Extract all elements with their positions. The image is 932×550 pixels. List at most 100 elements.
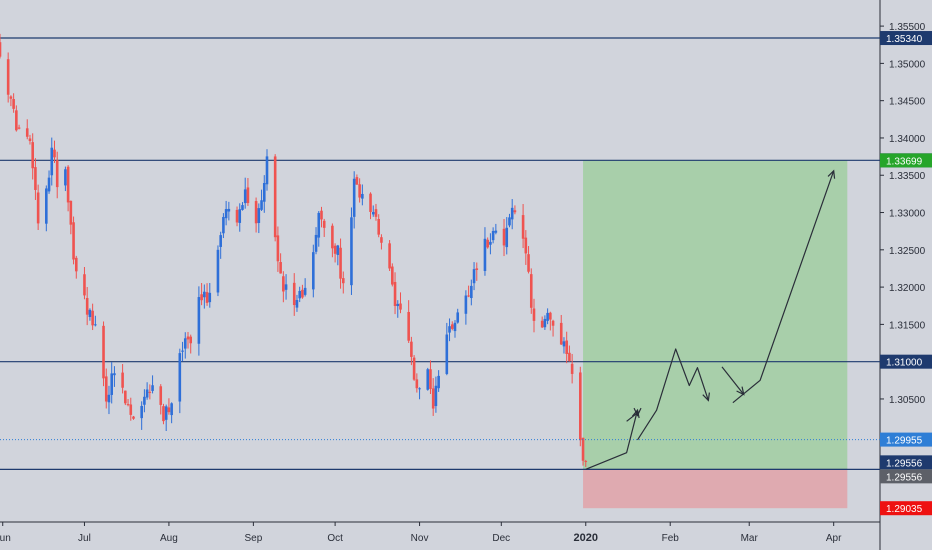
candle-body xyxy=(282,276,285,292)
take-profit-zone[interactable] xyxy=(583,160,848,470)
candle xyxy=(36,184,40,230)
candle xyxy=(303,278,307,297)
candle xyxy=(66,165,70,212)
candle xyxy=(167,398,171,415)
price-label[interactable]: 1.35340 xyxy=(880,31,932,46)
horizontal-levels xyxy=(0,37,880,470)
candle-body xyxy=(570,363,574,374)
candle xyxy=(331,223,334,258)
candle xyxy=(145,382,149,400)
candle-body xyxy=(200,294,203,301)
price-label[interactable]: 1.29556 xyxy=(880,455,932,470)
candle-body xyxy=(121,372,124,388)
candle xyxy=(183,332,187,359)
candle xyxy=(581,437,585,466)
projection-arrowhead xyxy=(633,407,642,417)
price-label-background xyxy=(880,501,932,516)
candle-body xyxy=(320,210,323,220)
candle-body xyxy=(235,209,239,223)
price-label[interactable]: 1.29955 xyxy=(880,432,932,447)
candle-body xyxy=(396,303,400,307)
time-tick-label: Sep xyxy=(244,533,262,544)
candle xyxy=(235,206,239,227)
candle xyxy=(143,389,146,413)
candle-body xyxy=(562,341,566,347)
candle xyxy=(486,237,489,249)
price-label[interactable]: 1.29556 xyxy=(880,469,932,484)
candle xyxy=(83,266,86,300)
candle-body xyxy=(279,262,282,274)
price-label[interactable]: 1.33699 xyxy=(880,153,932,168)
candle-body xyxy=(464,295,468,314)
candle xyxy=(562,337,566,354)
candle xyxy=(391,263,394,287)
candle-body xyxy=(470,285,473,299)
candle xyxy=(358,178,361,203)
projection-segment[interactable] xyxy=(637,348,709,441)
candle xyxy=(124,390,127,406)
price-label-text: 1.29556 xyxy=(886,458,923,469)
candle xyxy=(104,368,108,409)
projection-segment[interactable] xyxy=(721,366,745,395)
candle xyxy=(164,404,168,432)
candle-body xyxy=(546,312,549,321)
candle-body xyxy=(415,379,419,389)
candle xyxy=(521,204,525,249)
candle-body xyxy=(94,324,97,326)
price-label-text: 1.35340 xyxy=(886,34,923,45)
stop-loss-zone[interactable] xyxy=(583,469,848,509)
price-tick-label: 1.32000 xyxy=(889,283,926,294)
candle-body xyxy=(227,208,231,212)
candle-body xyxy=(197,297,201,344)
candle-body xyxy=(475,268,479,270)
candle-body xyxy=(581,437,585,461)
candle xyxy=(570,353,574,384)
price-label[interactable]: 1.29035 xyxy=(880,501,932,516)
price-tick-label: 1.31500 xyxy=(889,320,926,331)
candle-body xyxy=(434,385,438,407)
candle xyxy=(200,283,203,306)
candle xyxy=(55,151,59,199)
candle-body xyxy=(388,243,391,269)
price-label-text: 1.33699 xyxy=(886,156,923,167)
candle-body xyxy=(559,322,563,345)
candle xyxy=(333,243,337,263)
candle-body xyxy=(216,249,220,293)
candle-body xyxy=(489,241,492,245)
candle xyxy=(238,203,242,232)
candle-body xyxy=(53,149,56,158)
candle-body xyxy=(148,391,152,393)
candle xyxy=(257,203,261,234)
projection-segment[interactable] xyxy=(585,409,639,470)
candle-body xyxy=(241,205,244,210)
projection-arrowhead xyxy=(702,392,710,402)
candle xyxy=(529,268,533,314)
candle xyxy=(434,376,438,413)
candle-body xyxy=(540,320,544,328)
candle xyxy=(126,399,130,407)
candle xyxy=(377,214,380,238)
candle-body xyxy=(74,257,78,272)
candle xyxy=(25,119,29,140)
time-tick-label: Aug xyxy=(160,533,178,544)
candle-body xyxy=(162,406,165,422)
candle-body xyxy=(513,210,517,213)
projection-segment[interactable] xyxy=(732,170,835,404)
candle-body xyxy=(579,372,582,441)
candle-body xyxy=(159,386,163,405)
candle xyxy=(339,238,342,289)
candle xyxy=(426,367,430,391)
candle xyxy=(224,200,228,226)
candle xyxy=(91,303,94,331)
price-label-background xyxy=(880,469,932,484)
candle xyxy=(254,197,258,233)
candle xyxy=(491,227,495,244)
candle xyxy=(279,253,282,274)
price-label[interactable]: 1.31000 xyxy=(880,354,932,369)
candle-body xyxy=(445,334,449,374)
candle-body xyxy=(72,222,75,260)
candle-body xyxy=(393,281,397,306)
candle xyxy=(489,233,492,255)
long-position-tool[interactable] xyxy=(583,160,848,509)
